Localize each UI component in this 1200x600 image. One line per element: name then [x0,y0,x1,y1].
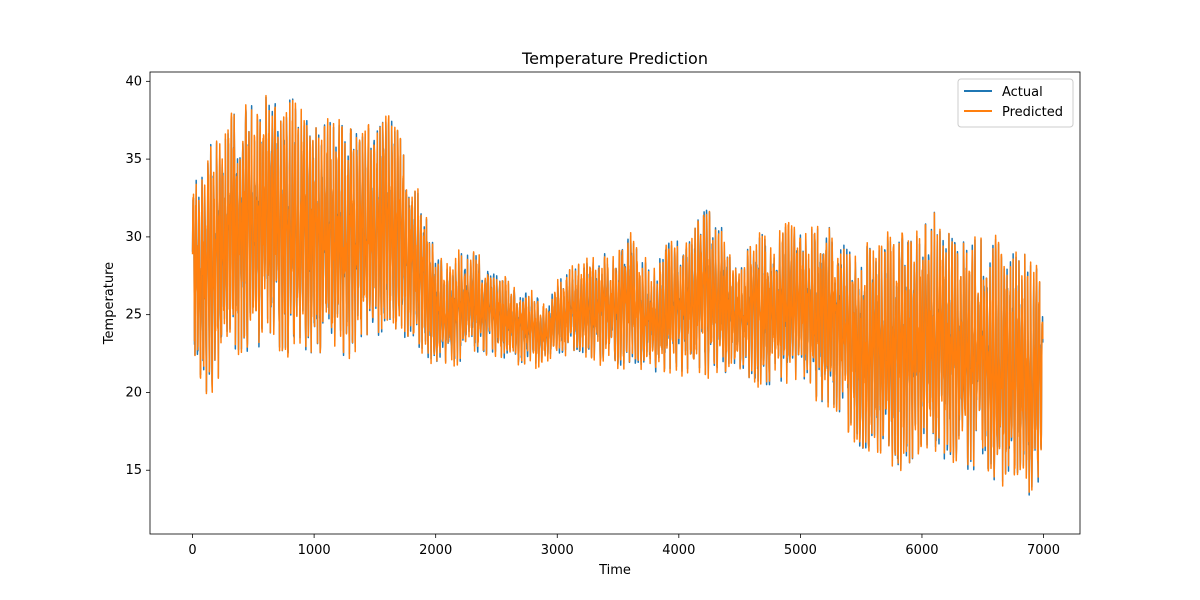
x-tick-label: 2000 [419,543,452,558]
y-tick-label: 15 [125,463,142,478]
x-tick-label: 6000 [905,543,938,558]
y-tick-label: 35 [125,152,142,167]
chart-title: Temperature Prediction [521,49,708,68]
x-axis-label: Time [598,563,631,578]
legend: Actual Predicted [957,78,1074,128]
y-tick-label: 40 [125,74,142,89]
y-tick-label: 20 [125,385,142,400]
y-axis-label: Temperature [102,262,117,345]
plot-area [191,94,1044,496]
legend-label-predicted: Predicted [1002,105,1063,120]
legend-label-actual: Actual [1002,85,1043,100]
y-tick-label: 25 [125,308,142,323]
series-layer [191,94,1044,496]
x-tick-label: 4000 [662,543,695,558]
x-axis: 0 1000 2000 3000 4000 5000 6000 7000 [188,534,1060,558]
y-tick-label: 30 [125,230,142,245]
x-tick-label: 5000 [784,543,817,558]
x-tick-label: 0 [188,543,196,558]
x-tick-label: 1000 [298,543,331,558]
x-tick-label: 7000 [1027,543,1060,558]
plot-frame [149,71,1081,535]
series-line-predicted [191,94,1044,493]
y-axis: 15 20 25 30 35 40 [125,74,150,478]
x-tick-label: 3000 [541,543,574,558]
